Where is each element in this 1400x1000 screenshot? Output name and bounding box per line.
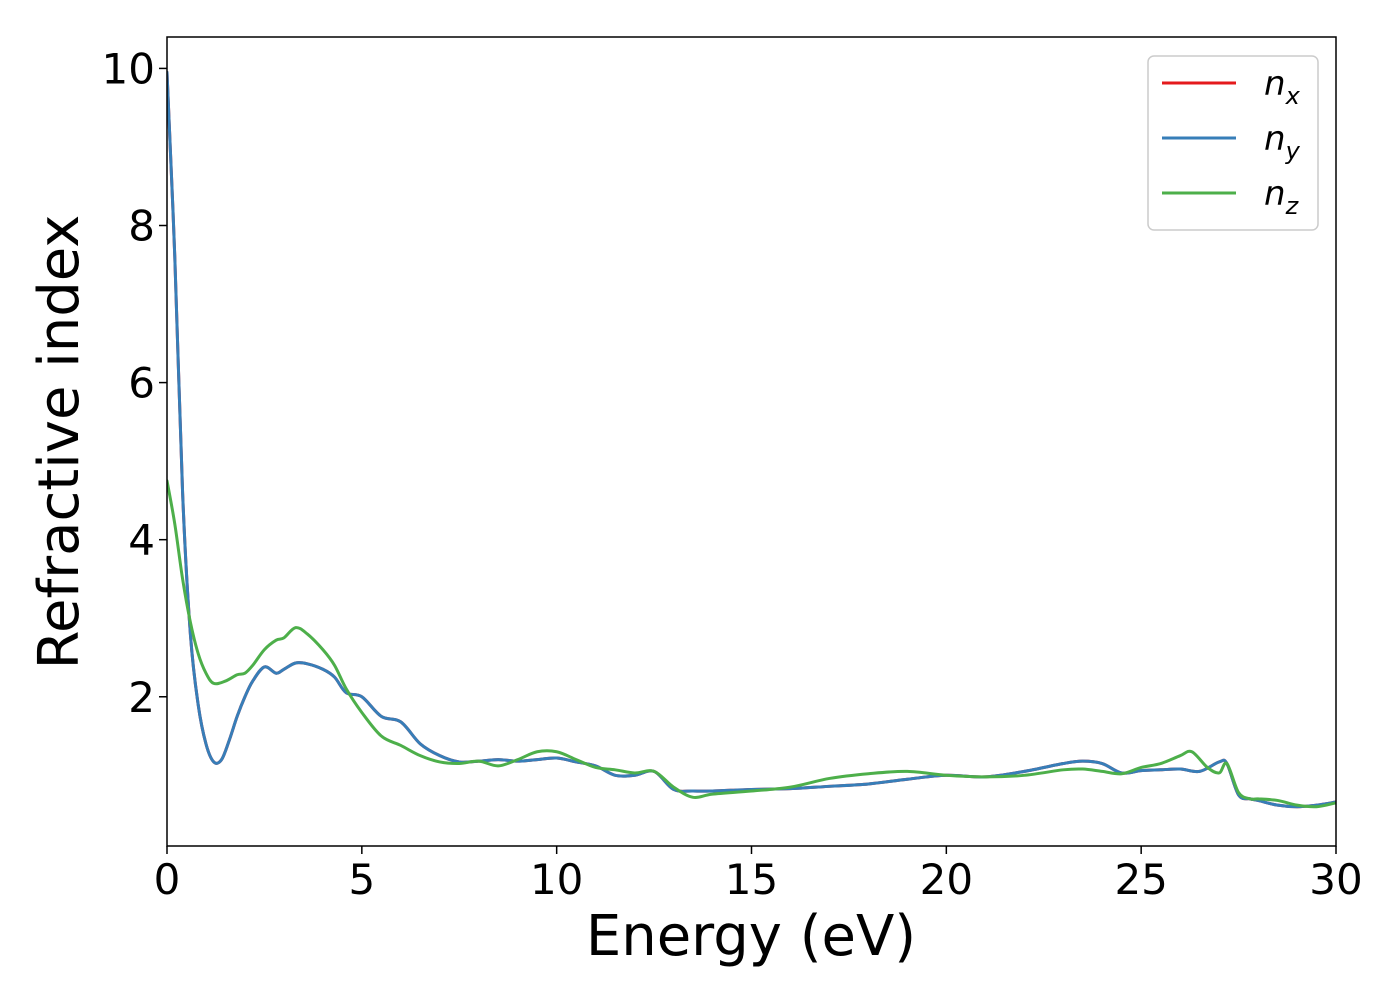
legend: nx ny nz [1147, 55, 1319, 231]
legend-label-z: nz [1264, 174, 1300, 220]
legend-label-y: ny [1264, 119, 1301, 165]
y-axis-label: Refractive index [27, 215, 92, 670]
x-tick-label: 15 [725, 855, 778, 904]
x-tick-label: 25 [1114, 855, 1167, 904]
series-layer [167, 70, 1336, 809]
x-axis-ticks: 0 5 10 15 20 25 30 [154, 846, 1363, 904]
x-tick-label: 30 [1309, 855, 1362, 904]
y-tick-label: 10 [102, 44, 155, 93]
x-axis-label: Energy (eV) [586, 904, 916, 969]
x-tick-label: 20 [920, 855, 973, 904]
x-tick-label: 5 [348, 855, 375, 904]
series-line-z [167, 479, 1336, 809]
y-tick-label: 6 [128, 359, 155, 408]
y-tick-label: 4 [128, 516, 155, 565]
legend-label-x: nx [1264, 64, 1301, 110]
x-tick-label: 10 [530, 855, 583, 904]
series-line-y [167, 70, 1336, 809]
y-axis-ticks: 2 4 6 8 10 [102, 44, 167, 722]
x-tick-label: 0 [154, 855, 181, 904]
y-tick-label: 8 [128, 202, 155, 251]
y-tick-label: 2 [128, 673, 155, 722]
legend-box [1147, 55, 1319, 231]
